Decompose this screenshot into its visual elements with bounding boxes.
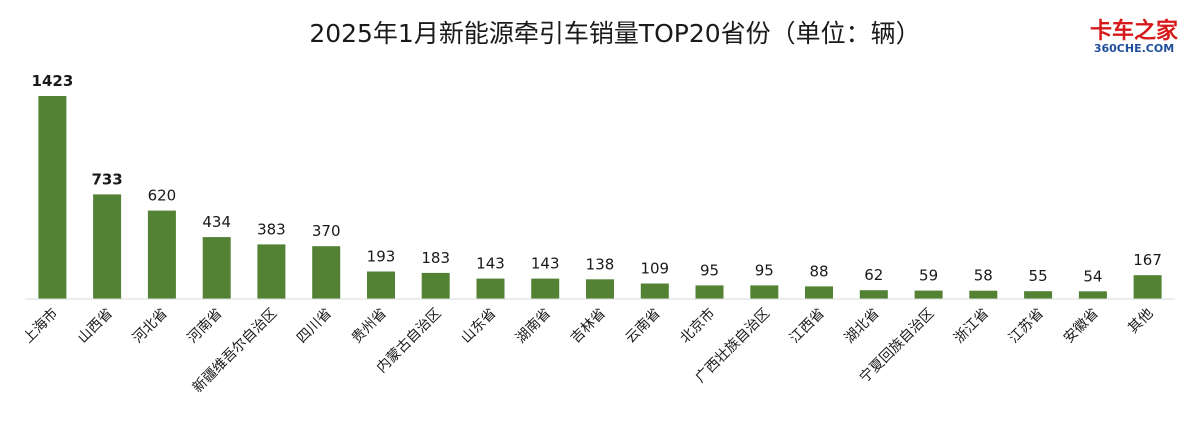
category-tick-label: 浙江省 xyxy=(951,306,992,347)
bar xyxy=(38,96,67,299)
bars-layer xyxy=(38,96,1162,299)
data-label: 1423 xyxy=(32,72,74,90)
data-label: 62 xyxy=(864,266,883,284)
category-tick-label: 江苏省 xyxy=(1006,306,1047,347)
bar xyxy=(531,278,560,299)
bar xyxy=(805,286,833,299)
data-label: 95 xyxy=(755,261,774,279)
data-label: 183 xyxy=(421,249,450,267)
category-tick-label: 四川省 xyxy=(294,306,335,347)
bar xyxy=(1133,275,1162,299)
bar xyxy=(914,290,943,299)
bar xyxy=(695,285,724,299)
data-label: 138 xyxy=(586,255,615,273)
logo-sub-text: 360CHE.COM xyxy=(1094,42,1174,55)
bar xyxy=(257,244,286,299)
category-tick-label: 云南省 xyxy=(623,306,664,347)
category-tick-label: 江西省 xyxy=(787,306,828,347)
category-tick-label: 河南省 xyxy=(185,306,226,347)
data-label: 59 xyxy=(919,267,938,285)
bar xyxy=(476,278,505,299)
chart-title: 2025年1月新能源牵引车销量TOP20省份（单位：辆） xyxy=(309,19,920,48)
logo-main-text: 卡车之家 xyxy=(1090,18,1179,44)
category-tick-label: 湖南省 xyxy=(513,306,554,347)
category-tick-label: 贵州省 xyxy=(349,306,390,347)
bar xyxy=(312,246,341,299)
data-label: 620 xyxy=(148,187,177,205)
category-tick-label: 河北省 xyxy=(130,306,171,347)
bar xyxy=(859,290,888,299)
category-tick-label: 北京市 xyxy=(677,305,719,347)
data-label: 88 xyxy=(809,262,828,280)
category-tick-label: 其他 xyxy=(1125,306,1156,337)
bar xyxy=(147,210,176,299)
data-label: 54 xyxy=(1083,267,1102,285)
data-label: 733 xyxy=(91,170,122,188)
category-tick-label: 吉林省 xyxy=(568,306,609,347)
bar xyxy=(750,285,779,299)
bar xyxy=(586,279,614,299)
data-label: 434 xyxy=(202,213,231,231)
category-tick-label: 山东省 xyxy=(458,306,499,347)
bar xyxy=(93,194,122,299)
data-label: 167 xyxy=(1133,251,1162,269)
site-logo: 卡车之家 360CHE.COM xyxy=(1090,18,1179,55)
data-label: 58 xyxy=(974,267,993,285)
bar xyxy=(640,283,669,299)
category-tick-label: 安徽省 xyxy=(1061,306,1102,347)
data-label: 370 xyxy=(312,222,341,240)
bar xyxy=(969,290,998,299)
category-tick-label: 湖北省 xyxy=(842,306,883,347)
data-label: 95 xyxy=(700,261,719,279)
data-label: 383 xyxy=(257,220,286,238)
bar xyxy=(1024,291,1053,299)
bar xyxy=(421,272,450,299)
data-label: 109 xyxy=(640,260,669,278)
value-labels-layer: 1423 733 620 434 383 370 193 183 143 143 138 109 95 9… xyxy=(32,72,1162,285)
category-tick-label: 山西省 xyxy=(75,306,116,347)
category-tick-label: 上海市 xyxy=(20,305,62,347)
data-label: 55 xyxy=(1029,267,1048,285)
data-label: 143 xyxy=(531,255,560,273)
data-label: 143 xyxy=(476,255,505,273)
bar xyxy=(1078,291,1107,299)
data-label: 193 xyxy=(367,248,396,266)
bar xyxy=(367,271,395,299)
bar xyxy=(202,237,231,299)
